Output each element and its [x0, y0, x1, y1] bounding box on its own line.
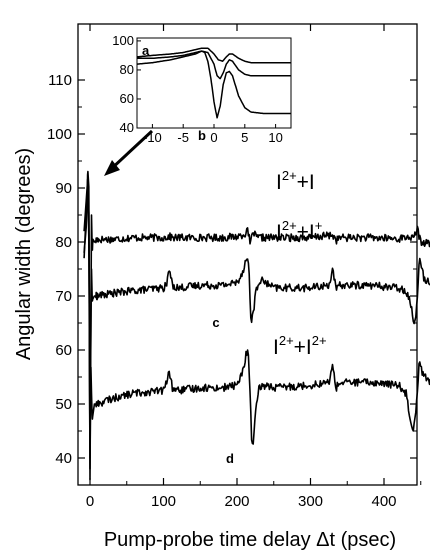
inset-x-tick-label: 10: [268, 130, 282, 145]
inset-x-tick-label: 0: [210, 130, 217, 145]
series-label-i2-i: I2++I: [276, 168, 315, 194]
annotation-b: b: [198, 128, 206, 143]
annotation-a: a: [142, 43, 150, 58]
series-line-2: [83, 178, 430, 470]
inset-series-group: [136, 47, 292, 119]
y-tick-label: 50: [55, 396, 72, 413]
inset-x-tick-label: -5: [177, 130, 189, 145]
y-tick-label: 90: [55, 180, 72, 197]
pointer-arrow-shaft: [108, 129, 154, 172]
inset-background: [137, 38, 291, 128]
inset-y-tick-label: 100: [112, 33, 134, 48]
x-tick-label: 200: [224, 493, 249, 510]
inset-series-line-0: [136, 47, 292, 64]
pointer-arrow-head: [104, 160, 120, 176]
x-axis-label: Pump-probe time delay Δt (psec): [104, 529, 396, 551]
series-label-i2-iplus: I2++I+: [276, 218, 322, 244]
inset-x-tick-label: 5: [241, 130, 248, 145]
series-label-i2-i2: I2++I2+: [273, 333, 327, 359]
y-tick-label: 80: [55, 234, 72, 251]
inset-frame: [136, 37, 292, 129]
inset-series-line-2: [136, 50, 292, 119]
inset-y-tick-label: 40: [120, 120, 134, 135]
inset-y-tick-label: 60: [120, 91, 134, 106]
main-series-group: [83, 170, 430, 481]
y-tick-label: 40: [55, 450, 72, 467]
annotation-d: d: [226, 451, 234, 466]
inset-y-tick-label: 80: [120, 62, 134, 77]
series-line-1: [83, 189, 430, 459]
series-line-0: [83, 170, 430, 481]
x-tick-label: 400: [371, 493, 396, 510]
x-tick-label: 300: [298, 493, 323, 510]
y-tick-label: 70: [55, 288, 72, 305]
annotation-c: c: [212, 315, 219, 330]
inset-series-line-1: [136, 50, 292, 80]
y-tick-label: 100: [47, 126, 72, 143]
main-plot-frame: [77, 23, 418, 486]
x-tick-label: 0: [86, 493, 94, 510]
y-axis-label: Angular width (degrees): [13, 148, 35, 360]
y-tick-label: 110: [48, 72, 72, 89]
x-tick-label: 100: [151, 493, 176, 510]
y-tick-label: 60: [55, 342, 72, 359]
